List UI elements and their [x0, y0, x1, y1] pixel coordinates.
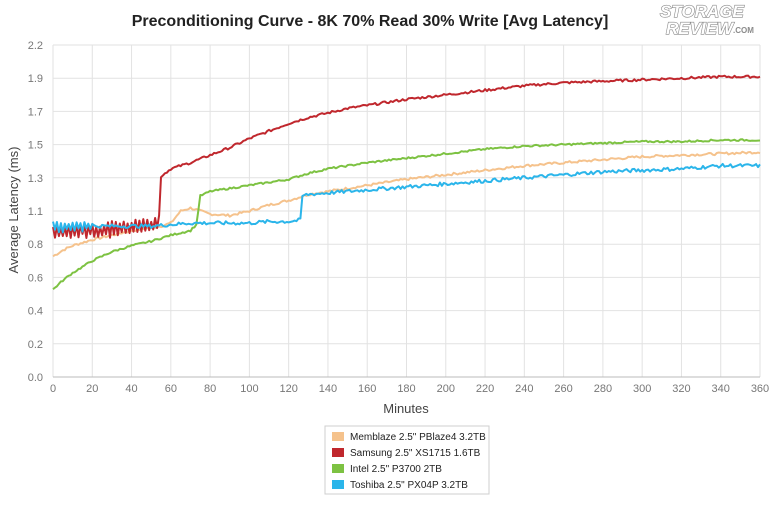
- y-tick-label: 1.1: [28, 206, 43, 218]
- y-axis-ticks: 0.0 0.2 0.4 0.6 0.8 1.1 1.3 1.5 1.7 1.9 2.2: [28, 40, 43, 384]
- y-tick-label: 1.7: [28, 106, 43, 118]
- chart-title: Preconditioning Curve - 8K 70% Read 30% …: [132, 13, 609, 30]
- y-tick-label: 0.4: [28, 306, 43, 318]
- x-axis-label: Minutes: [383, 401, 429, 416]
- storagereview-logo: STORAGE REVIEW .COM: [659, 1, 754, 38]
- x-tick-label: 120: [279, 383, 297, 395]
- x-tick-label: 360: [751, 383, 769, 395]
- legend-swatch: [332, 464, 344, 473]
- x-tick-label: 60: [165, 383, 177, 395]
- x-axis-ticks: 0 20 40 60 80 100 120 140 160 180 200 220 240 260 280 3…: [50, 383, 769, 395]
- x-tick-label: 240: [515, 383, 533, 395]
- x-tick-label: 320: [672, 383, 690, 395]
- legend-label: Intel 2.5" P3700 2TB: [350, 464, 442, 475]
- y-tick-label: 0.2: [28, 339, 43, 351]
- x-tick-label: 200: [437, 383, 455, 395]
- x-tick-label: 40: [125, 383, 137, 395]
- x-tick-label: 220: [476, 383, 494, 395]
- x-tick-label: 260: [554, 383, 572, 395]
- series-line-1: [52, 150, 761, 258]
- y-tick-label: 2.2: [28, 40, 43, 52]
- x-tick-label: 100: [240, 383, 258, 395]
- series-line-3: [52, 138, 761, 290]
- y-tick-label: 1.9: [28, 73, 43, 85]
- x-tick-label: 340: [712, 383, 730, 395]
- series-line-4: [52, 162, 761, 234]
- y-axis-label: Average Latency (ms): [6, 147, 21, 274]
- y-tick-label: 1.5: [28, 140, 43, 152]
- series-lines: [52, 74, 761, 290]
- legend-swatch: [332, 432, 344, 441]
- x-tick-label: 280: [594, 383, 612, 395]
- x-tick-label: 0: [50, 383, 56, 395]
- legend-swatch: [332, 448, 344, 457]
- legend-label: Toshiba 2.5" PX04P 3.2TB: [350, 480, 468, 491]
- legend: Memblaze 2.5" PBlaze4 3.2TB Samsung 2.5" …: [324, 425, 490, 495]
- x-tick-label: 180: [397, 383, 415, 395]
- logo-line1: STORAGE: [660, 2, 744, 21]
- grid: [52, 44, 761, 378]
- series-line-2: [52, 74, 761, 239]
- y-tick-label: 0.6: [28, 272, 43, 284]
- y-tick-label: 1.3: [28, 173, 43, 185]
- logo-suffix: .COM: [733, 26, 754, 35]
- legend-label: Samsung 2.5" XS1715 1.6TB: [350, 448, 481, 459]
- x-tick-label: 160: [358, 383, 376, 395]
- legend-label: Memblaze 2.5" PBlaze4 3.2TB: [350, 432, 486, 443]
- x-tick-label: 20: [86, 383, 98, 395]
- y-tick-label: 0.8: [28, 239, 43, 251]
- logo-line2: REVIEW: [666, 19, 735, 38]
- y-tick-label: 0.0: [28, 372, 43, 384]
- x-tick-label: 140: [319, 383, 337, 395]
- x-tick-label: 80: [204, 383, 216, 395]
- legend-box: [324, 425, 490, 495]
- x-tick-label: 300: [633, 383, 651, 395]
- legend-swatch: [332, 480, 344, 489]
